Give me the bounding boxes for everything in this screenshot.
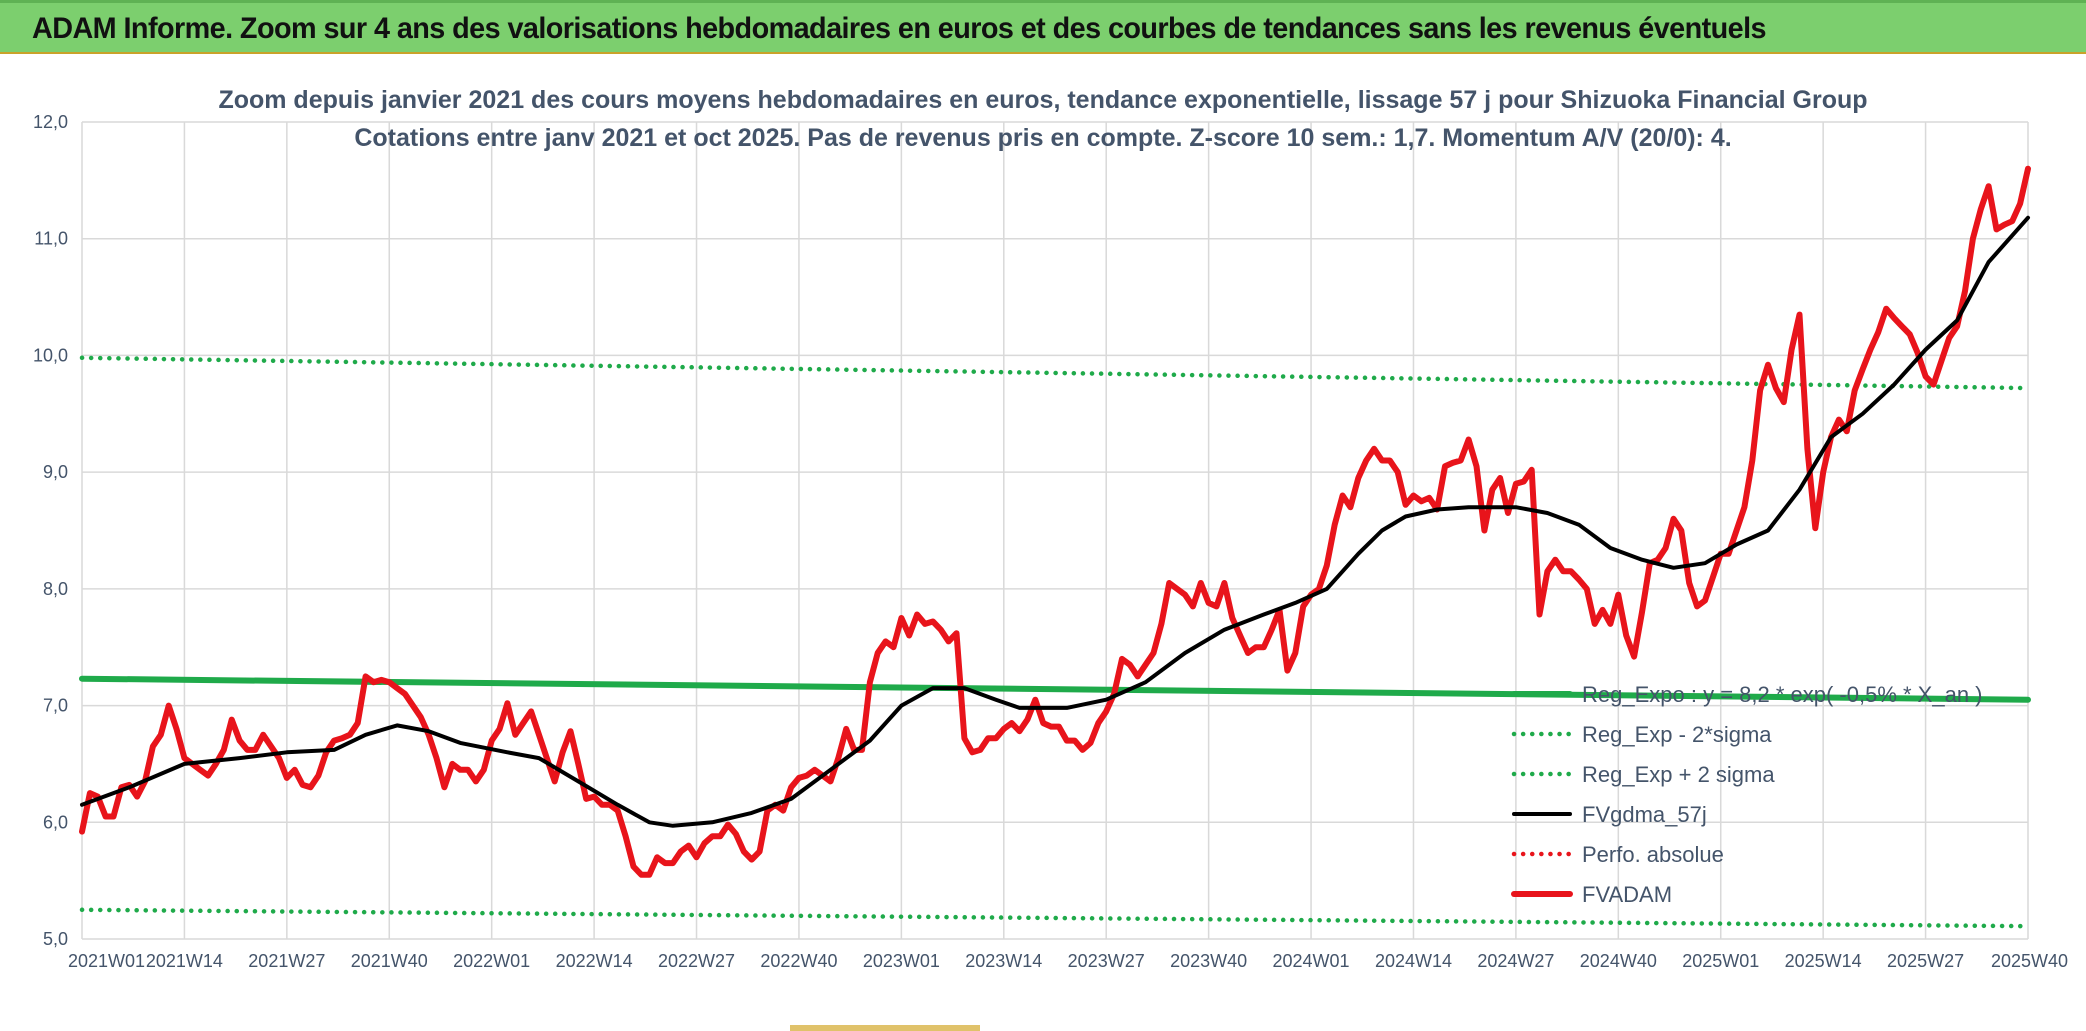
series-line-5 <box>79 165 2031 878</box>
x-tick-label: 2022W14 <box>556 951 633 971</box>
x-tick-label: 2023W40 <box>1170 951 1247 971</box>
series-line-2 <box>79 355 2031 391</box>
price-trend-chart: Zoom depuis janvier 2021 des cours moyen… <box>33 86 2068 971</box>
x-tick-label: 2024W01 <box>1273 951 1350 971</box>
chart-area: Zoom depuis janvier 2021 des cours moyen… <box>0 54 2086 1031</box>
legend-label: Reg_Exp + 2 sigma <box>1582 762 1775 787</box>
y-tick-label: 5,0 <box>43 929 68 949</box>
series-line-0 <box>79 675 2031 703</box>
series-line-3 <box>80 215 2030 828</box>
x-tick-label: 2021W14 <box>146 951 223 971</box>
y-tick-label: 10,0 <box>33 345 68 365</box>
grid-lines <box>81 121 2029 940</box>
legend-label: Reg_Exp - 2*sigma <box>1582 722 1772 747</box>
y-tick-label: 9,0 <box>43 462 68 482</box>
chart-title-line-1: Zoom depuis janvier 2021 des cours moyen… <box>218 86 1867 114</box>
legend-label: FVgdma_57j <box>1582 802 1707 827</box>
sheet-tab-marker <box>790 1025 980 1031</box>
x-tick-label: 2024W14 <box>1375 951 1452 971</box>
report-banner: ADAM Informe. Zoom sur 4 ans des valoris… <box>0 0 2086 54</box>
x-tick-label: 2024W40 <box>1580 951 1657 971</box>
x-tick-label: 2023W14 <box>965 951 1042 971</box>
y-tick-label: 12,0 <box>33 112 68 132</box>
x-tick-label: 2025W40 <box>1991 951 2068 971</box>
x-tick-label: 2025W27 <box>1887 951 1964 971</box>
x-tick-label: 2022W27 <box>658 951 735 971</box>
y-tick-label: 11,0 <box>34 229 68 249</box>
series-line-1 <box>79 907 2031 929</box>
x-tick-label: 2024W27 <box>1477 951 1554 971</box>
y-tick-label: 7,0 <box>43 696 68 716</box>
series-lines <box>79 165 2031 929</box>
report-title: ADAM Informe. Zoom sur 4 ans des valoris… <box>32 12 1767 45</box>
x-axis-ticks: 2021W01 2021W14 2021W27 2021W40 2022W01 2022W… <box>68 951 2068 971</box>
x-tick-label: 2021W27 <box>248 951 325 971</box>
x-tick-label: 2021W01 <box>68 951 145 971</box>
y-tick-label: 8,0 <box>43 579 68 599</box>
chart-title-line-2: Cotations entre janv 2021 et oct 2025. P… <box>354 124 1731 152</box>
x-tick-label: 2023W01 <box>863 951 940 971</box>
y-tick-label: 6,0 <box>43 812 68 832</box>
x-tick-label: 2025W14 <box>1785 951 1862 971</box>
x-tick-label: 2022W01 <box>453 951 530 971</box>
legend-label: Perfo. absolue <box>1582 842 1724 867</box>
legend-label: Reg_Expo : y = 8,2 * exp( -0,5% * X_an ) <box>1582 682 1983 707</box>
legend: Reg_Expo : y = 8,2 * exp( -0,5% * X_an )… <box>1511 682 1983 907</box>
x-tick-label: 2023W27 <box>1068 951 1145 971</box>
x-tick-label: 2025W01 <box>1682 951 1759 971</box>
x-tick-label: 2021W40 <box>351 951 428 971</box>
y-axis-ticks: 5,0 6,0 7,0 8,0 9,0 10,0 11,0 12,0 <box>33 112 68 949</box>
legend-label: FVADAM <box>1582 882 1672 907</box>
x-tick-label: 2022W40 <box>760 951 837 971</box>
